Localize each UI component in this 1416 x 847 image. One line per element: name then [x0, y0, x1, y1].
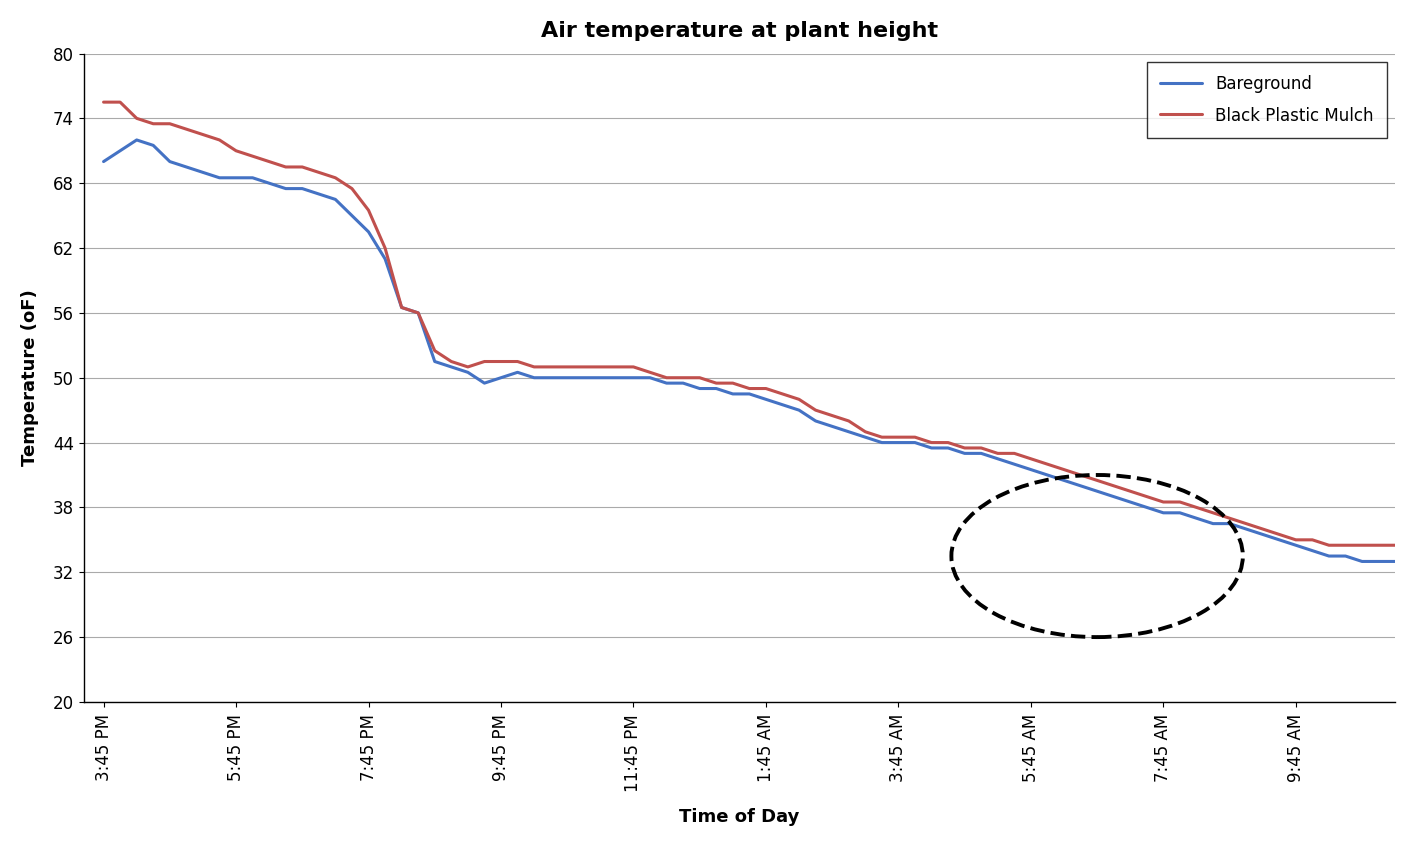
Title: Air temperature at plant height: Air temperature at plant height [541, 21, 937, 41]
X-axis label: Time of Day: Time of Day [680, 808, 800, 826]
Black Plastic Mulch [95, 97, 112, 108]
Legend: Bareground, Black Plastic Mulch: Bareground, Black Plastic Mulch [1147, 62, 1386, 138]
Black Plastic Mulch [542, 362, 559, 372]
Black Plastic Mulch [609, 362, 626, 372]
Black Plastic Mulch [493, 357, 510, 367]
Bareground [973, 448, 990, 458]
Line: Black Plastic Mulch: Black Plastic Mulch [103, 102, 1416, 545]
Black Plastic Mulch [459, 362, 476, 372]
Bareground [95, 157, 112, 167]
Line: Bareground: Bareground [103, 140, 1416, 573]
Black Plastic Mulch [956, 443, 973, 453]
Black Plastic Mulch [1321, 540, 1338, 551]
Y-axis label: Temperature (oF): Temperature (oF) [21, 290, 38, 466]
Bareground [129, 135, 146, 145]
Bareground [476, 378, 493, 388]
Bareground [508, 368, 525, 378]
Bareground [624, 373, 641, 383]
Bareground [559, 373, 576, 383]
